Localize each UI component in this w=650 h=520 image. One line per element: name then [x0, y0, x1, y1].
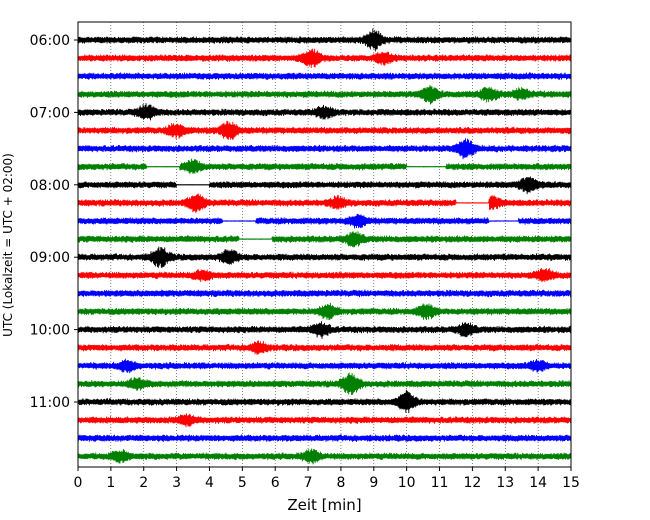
y-tick-label-4: 10:00 — [30, 323, 70, 339]
trace-1130 — [77, 434, 572, 443]
trace-0615 — [77, 48, 572, 69]
trace-1145 — [77, 448, 572, 465]
x-tick-label-8: 8 — [336, 475, 345, 491]
grid-lines — [110, 22, 539, 467]
trace-0745 — [77, 158, 572, 175]
trace-group — [77, 28, 572, 465]
trace-0915 — [77, 267, 572, 283]
trace-0800 — [77, 176, 572, 195]
trace-1115 — [77, 413, 572, 428]
x-tick-label-5: 5 — [238, 475, 247, 491]
y-tick-label-5: 11:00 — [30, 395, 70, 411]
x-tick-label-9: 9 — [369, 475, 378, 491]
x-tick-label-10: 10 — [398, 475, 416, 491]
trace-0645 — [77, 84, 572, 105]
x-tick-label-7: 7 — [304, 475, 313, 491]
x-tick-label-15: 15 — [562, 475, 580, 491]
trace-0845 — [77, 231, 572, 248]
trace-0715 — [77, 120, 572, 140]
y-axis-label: UTC (Lokalzeit = UTC + 02:00) — [1, 153, 15, 337]
y-tick-label-0: 06:00 — [30, 33, 70, 49]
y-tick-label-2: 08:00 — [30, 178, 70, 194]
x-tick-label-4: 4 — [205, 475, 214, 491]
y-tick-label-1: 07:00 — [30, 105, 70, 121]
trace-1045 — [77, 372, 572, 395]
x-tick-label-2: 2 — [139, 475, 148, 491]
trace-0815 — [77, 193, 572, 214]
trace-1030 — [77, 358, 572, 374]
x-tick-label-6: 6 — [271, 475, 280, 491]
y-axis: 06:00 07:00 08:00 09:00 10:00 11:00 — [30, 33, 78, 411]
x-tick-label-0: 0 — [74, 475, 83, 491]
trace-1100 — [77, 389, 572, 414]
trace-0730 — [77, 138, 572, 160]
x-tick-label-1: 1 — [106, 475, 115, 491]
x-tick-label-3: 3 — [172, 475, 181, 491]
x-axis-label: Zeit [min] — [287, 496, 361, 514]
x-tick-label-14: 14 — [529, 475, 547, 491]
x-tick-label-13: 13 — [496, 475, 514, 491]
x-tick-label-11: 11 — [431, 475, 449, 491]
trace-0830 — [77, 213, 572, 229]
plot-frame — [77, 21, 572, 468]
trace-0945 — [77, 302, 572, 321]
trace-0700 — [77, 103, 572, 121]
trace-1015 — [77, 340, 572, 355]
x-tick-label-12: 12 — [463, 475, 481, 491]
trace-0930 — [77, 289, 572, 298]
trace-0630 — [77, 72, 572, 81]
trace-1000 — [77, 321, 572, 339]
trace-0600 — [77, 28, 572, 52]
trace-0900 — [77, 246, 572, 268]
y-tick-label-3: 09:00 — [30, 250, 70, 266]
x-axis: 0 1 2 3 4 5 6 7 8 9 10 11 12 13 14 15 — [74, 467, 580, 491]
